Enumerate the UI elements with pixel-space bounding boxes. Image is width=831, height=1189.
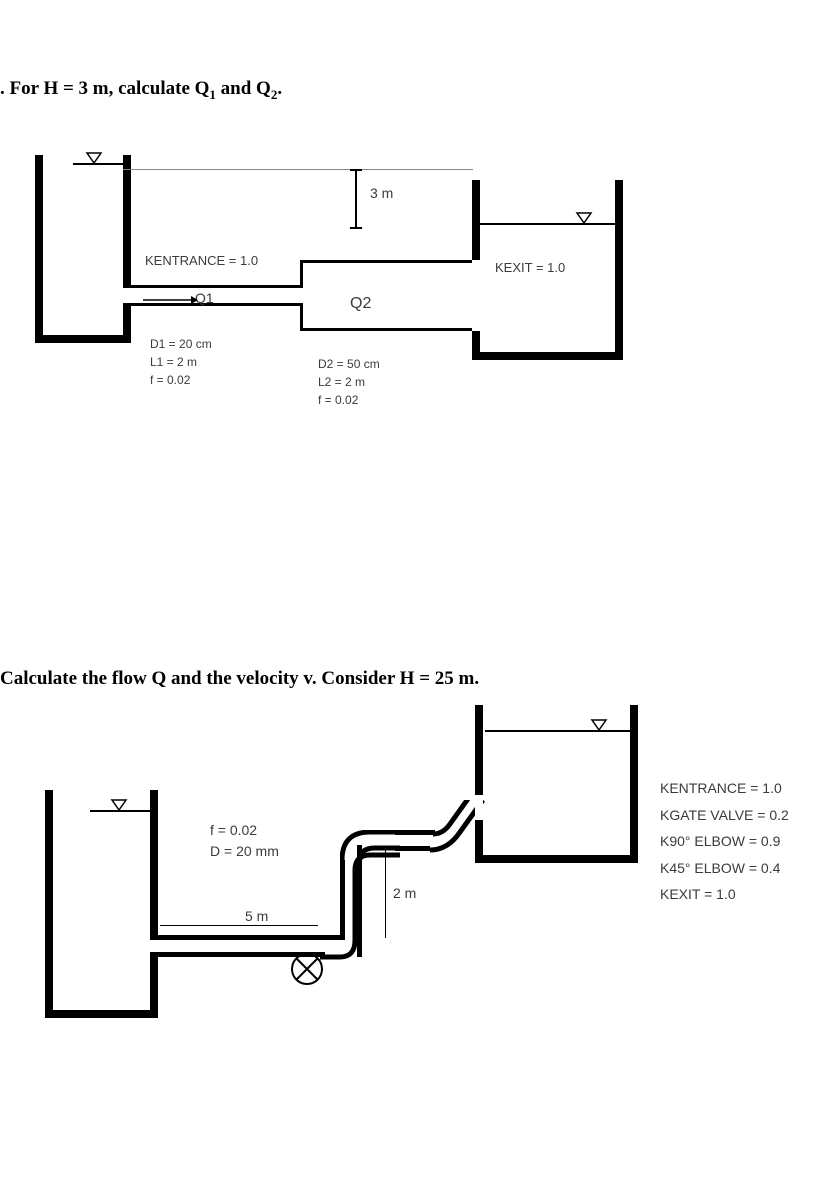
- left-tank-bottom: [35, 335, 131, 343]
- label-kexit: KEXIT = 1.0: [495, 260, 565, 275]
- left-tank-right-wall-lower: [123, 305, 131, 335]
- p2-pipe-h1-top: [150, 935, 345, 940]
- p2-upper-bend: [340, 830, 400, 870]
- pipe1-f: f = 0.02: [150, 371, 212, 389]
- label-kentrance: KENTRANCE = 1.0: [145, 253, 258, 268]
- pipe1-top: [123, 285, 303, 288]
- pipe2-l: L2 = 2 m: [318, 373, 380, 391]
- p2-right-tank-bottom: [475, 855, 638, 863]
- p2-pipe-h2-bot: [395, 846, 430, 851]
- p2-k-gatevalve: KGATE VALVE = 0.2: [660, 802, 789, 829]
- p2-k-list: KENTRANCE = 1.0 KGATE VALVE = 0.2 K90° E…: [660, 775, 789, 908]
- figure-1: 3 m KENTRANCE = 1.0 KEXIT = 1.0 Q1 Q2 D1…: [35, 145, 655, 435]
- p1-title-suffix: .: [277, 78, 282, 99]
- p2-pipe-v-left: [340, 860, 345, 940]
- p2-dim-5m-line: [160, 925, 318, 926]
- dim-3m-vert: [355, 169, 357, 229]
- dim-3m-top: [123, 169, 473, 170]
- pipe2-params: D2 = 50 cm L2 = 2 m f = 0.02: [318, 355, 380, 409]
- label-5m: 5 m: [245, 908, 268, 924]
- p2-left-tank-right-wall-lower: [150, 955, 158, 1010]
- pipe2-d: D2 = 50 cm: [318, 355, 380, 373]
- dim-3m-tick-bot: [350, 227, 362, 229]
- p2-right-tank-right-wall: [630, 705, 638, 860]
- p2-left-water-line: [90, 810, 150, 812]
- gate-valve-icon: [290, 952, 324, 986]
- left-tank-right-wall-upper: [123, 155, 131, 285]
- figure-2: 5 m 2 m f = 0.02 D = 20 mm KENTRANCE = 1…: [35, 700, 795, 1080]
- p2-right-tank-inlet-cut: [475, 795, 483, 820]
- p1-title-mid: and Q: [216, 78, 271, 99]
- p1-title-prefix: . For H = 3 m, calculate Q: [0, 78, 209, 99]
- p2-dim-2m-line: [385, 850, 386, 938]
- dim-3m-tick-top: [350, 169, 362, 171]
- p2-k-exit: KEXIT = 1.0: [660, 881, 789, 908]
- label-q2: Q2: [350, 295, 371, 313]
- label-2m: 2 m: [393, 885, 416, 901]
- pipe1-params: D1 = 20 cm L1 = 2 m f = 0.02: [150, 335, 212, 389]
- problem1-title: . For H = 3 m, calculate Q1 and Q2.: [0, 78, 282, 103]
- p2-left-tank-left-wall: [45, 790, 53, 1010]
- step-top: [300, 260, 303, 288]
- pipe2-top: [300, 260, 475, 263]
- right-tank-right-wall: [615, 180, 623, 355]
- arrow-q1-icon: [143, 295, 198, 305]
- p2-left-tank-bottom: [45, 1010, 158, 1018]
- left-tank-left-wall: [35, 155, 43, 335]
- p2-left-tank-right-wall-upper: [150, 790, 158, 935]
- right-water-line: [472, 223, 622, 225]
- p2-pipe-f: f = 0.02: [210, 820, 279, 841]
- right-tank-bottom: [472, 352, 623, 360]
- right-tank-inlet-cut: [472, 260, 480, 331]
- water-triangle-icon: [575, 211, 593, 225]
- water-triangle-icon: [85, 151, 103, 165]
- p2-k-entrance: KENTRANCE = 1.0: [660, 775, 789, 802]
- p2-right-water-line: [485, 730, 630, 732]
- p2-k-elbow90: K90° ELBOW = 0.9: [660, 828, 789, 855]
- pipe2-bottom: [300, 328, 475, 331]
- pipe2-f: f = 0.02: [318, 391, 380, 409]
- p2-k-elbow45: K45° ELBOW = 0.4: [660, 855, 789, 882]
- problem2-title: Calculate the flow Q and the velocity v.…: [0, 668, 479, 690]
- pipe1-l: L1 = 2 m: [150, 353, 212, 371]
- step-bottom: [300, 303, 303, 331]
- p2-pipe-params: f = 0.02 D = 20 mm: [210, 820, 279, 862]
- pipe1-d: D1 = 20 cm: [150, 335, 212, 353]
- p2-pipe-d: D = 20 mm: [210, 841, 279, 862]
- label-3m: 3 m: [370, 185, 393, 201]
- right-tank-left-wall-low: [472, 331, 480, 355]
- right-tank-left-wall-up: [472, 180, 480, 260]
